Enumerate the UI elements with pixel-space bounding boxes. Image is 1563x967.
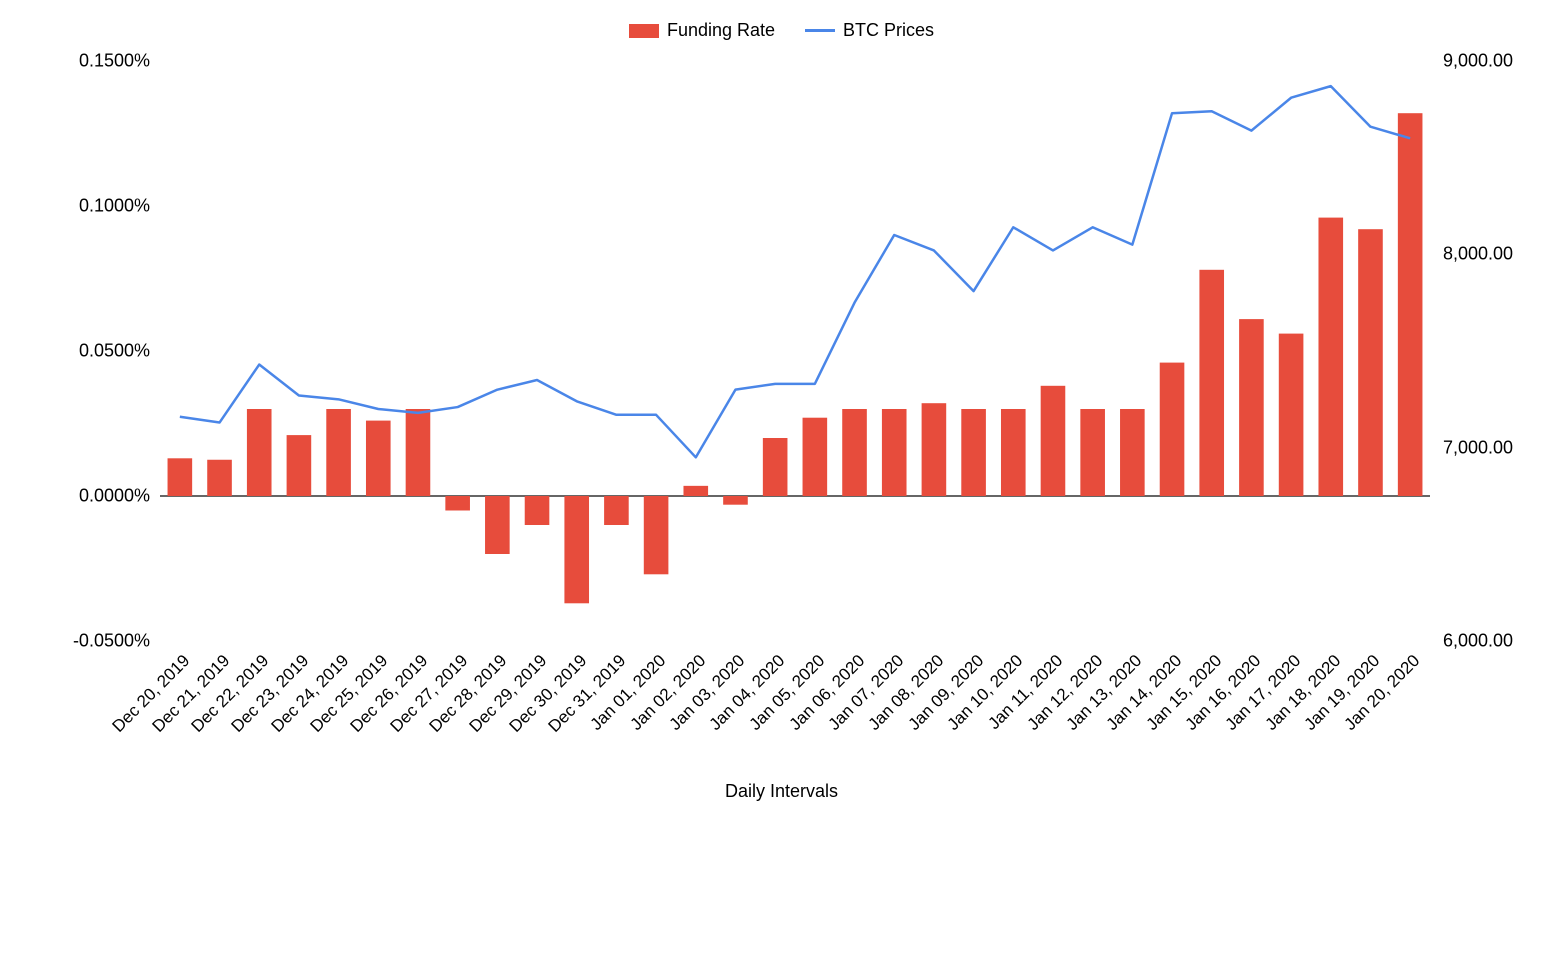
y-left-tick-label: 0.0000% [20,486,150,507]
legend-swatch-bar [629,24,659,38]
chart-svg [160,61,1430,641]
funding-rate-bar [1041,386,1066,496]
funding-rate-bar [406,409,431,496]
funding-rate-bar [1279,334,1304,496]
funding-rate-bar [366,421,391,496]
funding-rate-bar [1199,270,1224,496]
y-right-tick-label: 9,000.00 [1443,51,1543,72]
funding-rate-bar [1318,218,1343,496]
y-left-tick-label: 0.1500% [20,51,150,72]
funding-rate-bar [1120,409,1145,496]
funding-rate-bar [168,458,193,496]
legend-item-btc-prices: BTC Prices [805,20,934,41]
y-left-tick-label: 0.0500% [20,341,150,362]
funding-rate-bar [803,418,828,496]
funding-rate-bar [1398,113,1423,496]
legend: Funding Rate BTC Prices [20,20,1543,41]
funding-rate-bar [961,409,986,496]
funding-rate-bar [1358,229,1383,496]
funding-rate-bar [564,496,589,603]
funding-rate-bar [485,496,510,554]
y-axis-right: 6,000.007,000.008,000.009,000.00 [1443,61,1543,641]
funding-rate-bar [723,496,748,505]
funding-rate-bar [247,409,272,496]
y-axis-left: -0.0500%0.0000%0.0500%0.1000%0.1500% [20,61,150,641]
funding-rate-bar [525,496,550,525]
plot-area [160,61,1430,641]
funding-rate-bar [207,460,232,496]
funding-rate-bar [1001,409,1026,496]
chart-container: Funding Rate BTC Prices -0.0500% 0.0000% 0… [20,20,1543,947]
funding-rate-bar [1160,363,1185,496]
funding-rate-bar [326,409,351,496]
legend-label: Funding Rate [667,20,775,41]
y-left-tick-label: 0.1000% [20,196,150,217]
funding-rate-bar [604,496,629,525]
funding-rate-bar [287,435,312,496]
x-axis-label: Daily Intervals [20,781,1543,802]
funding-rate-bar [1080,409,1105,496]
x-axis: Dec 20, 2019Dec 21, 2019Dec 22, 2019Dec … [160,641,1430,771]
funding-rate-bar [644,496,669,574]
funding-rate-bar [842,409,867,496]
y-right-tick-label: 7,000.00 [1443,437,1543,458]
legend-item-funding-rate: Funding Rate [629,20,775,41]
funding-rate-bar [1239,319,1264,496]
funding-rate-bar [882,409,907,496]
funding-rate-bar [763,438,788,496]
y-right-tick-label: 8,000.00 [1443,244,1543,265]
funding-rate-bar [922,403,947,496]
btc-price-line [180,86,1410,457]
y-left-tick-label: -0.0500% [20,631,150,652]
funding-rate-bar [445,496,470,511]
legend-label: BTC Prices [843,20,934,41]
funding-rate-bar [683,486,708,496]
y-right-tick-label: 6,000.00 [1443,631,1543,652]
legend-swatch-line [805,29,835,32]
